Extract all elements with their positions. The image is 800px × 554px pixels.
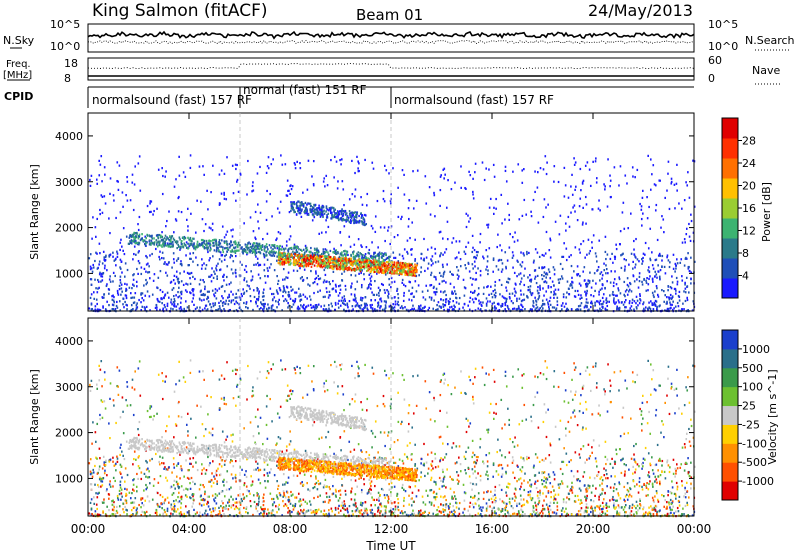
velocity-cbar-swatch-1 [722,462,738,482]
velocity-cbar-tick-5: 100 [742,381,763,394]
noise-right-tick-top: 10^5 [708,18,738,31]
date-title: 24/May/2013 [588,1,693,20]
velocity-ylabel: Slant Range [km] [28,369,41,465]
xtick-label-3: 12:00 [374,522,409,536]
power-cbar-swatch-8 [722,118,738,139]
nave-dotted-line [87,63,695,69]
velocity-cbar-tick-7: 1000 [742,343,770,356]
freq-left-tick-top: 18 [64,57,78,70]
power-cbar-tick-2: 12 [742,225,756,238]
power-y-tick-label-2: 3000 [55,176,83,189]
noise-left-label: N.Sky [3,34,35,47]
noise-right-label: N.Search [745,34,795,47]
cpid-panel: CPID normalsound (fast) 157 RF normal (f… [4,83,694,108]
velocity-cbar-swatch-8 [722,330,738,350]
freq-left-label-line2: [MHz] [3,70,32,81]
power-panel: Slant Range [km] 1000 2000 3000 4000 4 8 12 16… [28,112,773,313]
velocity-colorbar-label: Velocity [m s^-1] [766,369,779,464]
time-axis: 00:00 04:00 08:00 12:00 16:00 20:00 00:00 [71,113,712,536]
noise-left-tick-top: 10^5 [50,18,80,31]
velocity-cbar-tick-3: -25 [742,418,760,431]
power-cbar-swatch-2 [722,238,738,259]
power-cbar-swatch-6 [722,158,738,179]
velocity-cbar-swatch-0 [722,481,738,501]
velocity-y-tick-label-1: 2000 [55,427,83,440]
noise-search-line [87,39,695,45]
velocity-cbar-tick-6: 500 [742,362,763,375]
cpid-label: CPID [4,90,33,103]
xaxis-label: Time UT [365,539,416,553]
power-y-tick-label-1: 2000 [55,222,83,235]
velocity-cbar-tick-0: -1000 [742,475,774,488]
power-cbar-swatch-3 [722,218,738,239]
power-cbar-tick-6: 28 [742,135,756,148]
power-ylabel: Slant Range [km] [28,164,41,260]
noise-left-tick-bottom: 10^0 [50,40,80,53]
noise-right-tick-bottom: 10^0 [708,40,738,53]
power-cbar-swatch-7 [722,138,738,159]
freq-left-tick-bottom: 8 [64,72,71,85]
power-y-tick-label-0: 1000 [55,267,83,280]
power-cbar-tick-4: 20 [742,180,756,193]
velocity-cbar-swatch-4 [722,405,738,425]
power-cbar-swatch-1 [722,258,738,279]
power-cbar-swatch-5 [722,178,738,199]
velocity-cbar-tick-1: -500 [742,456,767,469]
cpid-segment-2: normal (fast) 151 RF [243,83,367,97]
nave-right-tick-bottom: 0 [708,72,715,85]
xtick-label-1: 04:00 [172,522,207,536]
velocity-y-tick-label-2: 3000 [55,381,83,394]
velocity-y-tick-label-3: 4000 [55,335,83,348]
velocity-y-tick-label-0: 1000 [55,472,83,485]
velocity-yaxis: 1000 2000 3000 4000 [55,335,694,485]
xtick-label-0: 00:00 [71,522,106,536]
velocity-cbar-swatch-6 [722,367,738,388]
velocity-cbar-swatch-3 [722,424,738,444]
power-cbar-swatch-0 [722,278,738,299]
velocity-cbar-tick-2: -100 [742,437,767,450]
power-yaxis: 1000 2000 3000 4000 [55,130,694,280]
velocity-colorbar: -1000 -500 -100 -25 25 100 500 1000 [721,329,774,501]
velocity-cbar-swatch-2 [722,443,738,463]
cpid-segment-3: normalsound (fast) 157 RF [394,93,554,107]
power-colorbar-label: Power [dB] [760,182,773,242]
power-colorbar: 4 8 12 16 20 24 28 [721,117,756,299]
power-heatmap [88,154,696,313]
velocity-cbar-swatch-7 [722,348,738,369]
power-cbar-tick-0: 4 [742,270,749,283]
power-y-tick-label-3: 4000 [55,130,83,143]
velocity-cbar-tick-4: 25 [742,400,756,413]
power-cbar-tick-1: 8 [742,247,749,260]
power-cbar-swatch-4 [722,198,738,219]
nave-right-tick-top: 60 [708,54,722,67]
power-cbar-tick-3: 16 [742,202,756,215]
nave-right-label: Nave [752,64,780,77]
xtick-label-4: 16:00 [475,522,510,536]
frequency-panel: Freq. [MHz] 18 8 60 0 Nave [3,54,782,85]
velocity-cbar-swatch-5 [722,386,738,407]
xtick-label-6: 00:00 [677,522,712,536]
noise-sky-line [87,30,695,40]
velocity-heatmap [88,359,696,518]
freq-left-label-line1: Freq. [6,59,31,70]
power-cbar-tick-5: 24 [742,157,756,170]
noise-panel: N.Sky 10^5 10^0 10^5 10^0 N.Search [3,18,795,53]
xtick-label-5: 20:00 [576,522,611,536]
xtick-label-2: 08:00 [273,522,308,536]
station-title: King Salmon (fitACF) [92,1,268,21]
beam-title: Beam 01 [356,6,423,24]
cpid-segment-1: normalsound (fast) 157 RF [92,93,252,107]
